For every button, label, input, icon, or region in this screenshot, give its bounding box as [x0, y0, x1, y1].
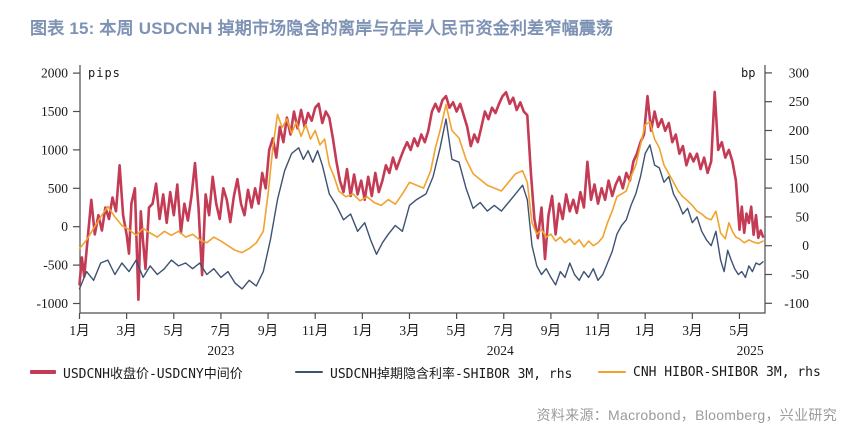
x-axis-month-label: 5月	[164, 323, 184, 338]
x-axis-month-label: 3月	[399, 323, 419, 338]
x-axis-month-label: 9月	[541, 323, 561, 338]
left-axis-tick-label: -500	[43, 258, 68, 273]
x-axis-month-label: 1月	[69, 323, 89, 338]
legend-line-navy-icon	[295, 371, 323, 373]
x-axis-month-label: 1月	[352, 323, 372, 338]
left-axis-tick-label: 1500	[41, 104, 68, 119]
x-axis-month-label: 11月	[302, 323, 329, 338]
legend-item-swap-implied-rate-spread: USDCNH掉期隐含利率-SHIBOR 3M, rhs	[295, 362, 572, 382]
source-note: 资料来源：Macrobond，Bloomberg，兴业研究	[536, 407, 837, 423]
right-axis-tick-label: 100	[789, 181, 810, 196]
right-axis-tick-label: 250	[789, 94, 810, 109]
left-axis-tick-label: 1000	[41, 142, 68, 157]
left-axis-tick-label: 2000	[41, 66, 68, 81]
legend-item-label: USDCNH掉期隐含利率-SHIBOR 3M, rhs	[330, 366, 573, 382]
right-axis-unit-label: bp	[741, 66, 756, 80]
x-axis-year-label: 2024	[487, 343, 514, 358]
x-axis-month-label: 9月	[258, 323, 278, 338]
axis-frame	[79, 65, 766, 314]
x-axis-month-label: 11月	[585, 323, 612, 338]
right-axis-tick-label: 0	[802, 238, 809, 253]
right-axis-tick-label: 50	[796, 209, 810, 224]
x-axis-month-label: 3月	[117, 323, 137, 338]
x-axis-month-label: 7月	[494, 323, 514, 338]
x-axis-month-label: 5月	[729, 323, 749, 338]
legend-item-cnh-hibor-shibor-spread: CNH HIBOR-SHIBOR 3M, rhs	[598, 362, 821, 382]
left-axis-unit-label: pips	[88, 66, 121, 80]
series-line-red	[78, 90, 765, 302]
right-axis-tick-label: 200	[789, 123, 810, 138]
legend-item-label: USDCNH收盘价-USDCNY中间价	[63, 366, 243, 382]
x-axis-month-label: 7月	[211, 323, 231, 338]
right-axis-tick-label: 300	[789, 65, 810, 80]
legend-item-usdcnh-fixing-spread: USDCNH收盘价-USDCNY中间价	[30, 362, 243, 382]
legend-item-label: CNH HIBOR-SHIBOR 3M, rhs	[633, 364, 821, 380]
left-axis-tick-label: 500	[48, 181, 69, 196]
legend-line-orange-icon	[598, 371, 626, 373]
x-axis-month-label: 1月	[635, 323, 655, 338]
chart-title: 图表 15: 本周 USDCNH 掉期市场隐含的离岸与在岸人民币资金利差窄幅震荡	[30, 19, 614, 38]
right-axis-tick-label: -50	[791, 267, 809, 282]
chart-legend: USDCNH收盘价-USDCNY中间价 USDCNH掉期隐含利率-SHIBOR …	[0, 362, 855, 382]
right-axis-tick-label: -100	[784, 296, 809, 311]
x-axis-month-label: 3月	[682, 323, 702, 338]
series-line-orange	[78, 103, 764, 254]
left-axis-tick-label: 0	[61, 219, 68, 234]
x-axis-year-label: 2025	[737, 343, 764, 358]
left-axis-tick-label: -1000	[37, 296, 69, 311]
x-axis-month-label: 5月	[446, 323, 466, 338]
series-line-navy	[78, 118, 764, 290]
right-axis-tick-label: 150	[789, 152, 810, 167]
x-axis-year-label: 2023	[207, 343, 234, 358]
legend-line-red-icon	[30, 370, 56, 374]
